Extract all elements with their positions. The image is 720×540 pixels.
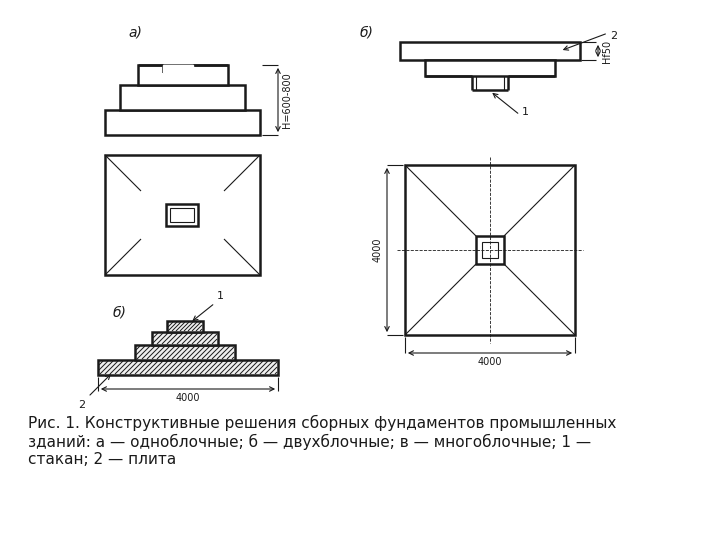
Bar xyxy=(129,179,236,251)
Text: а): а) xyxy=(128,25,142,39)
Text: 4000: 4000 xyxy=(176,393,200,403)
Bar xyxy=(433,193,547,307)
Bar xyxy=(459,219,521,281)
Bar xyxy=(105,110,260,135)
Text: 2: 2 xyxy=(78,400,85,410)
Text: 4000: 4000 xyxy=(478,357,503,367)
Bar xyxy=(152,332,218,345)
Bar xyxy=(98,360,278,375)
Bar xyxy=(135,345,235,360)
Text: 4000: 4000 xyxy=(373,238,383,262)
Bar xyxy=(400,42,580,60)
Bar xyxy=(170,208,194,222)
Bar xyxy=(425,60,555,76)
Bar xyxy=(120,85,245,110)
Bar xyxy=(447,207,533,293)
Text: 1: 1 xyxy=(217,291,224,301)
Bar xyxy=(138,65,228,85)
Bar xyxy=(166,204,198,226)
Bar xyxy=(476,236,504,264)
Text: Рис. 1. Конструктивные решения сборных фундаментов промышленных
зданий: а — одно: Рис. 1. Конструктивные решения сборных ф… xyxy=(28,415,616,467)
Bar xyxy=(482,242,498,258)
Bar xyxy=(405,165,575,335)
Text: 1: 1 xyxy=(522,107,529,117)
Text: 2: 2 xyxy=(610,31,617,41)
Text: б): б) xyxy=(360,25,374,39)
Text: Н=600-800: Н=600-800 xyxy=(282,72,292,128)
Bar xyxy=(419,179,561,321)
Bar xyxy=(141,191,224,239)
Text: б): б) xyxy=(113,305,127,319)
Text: Нf50: Нf50 xyxy=(602,39,612,63)
Bar xyxy=(167,321,203,332)
Polygon shape xyxy=(163,65,193,73)
Bar xyxy=(105,155,260,275)
Bar xyxy=(117,167,248,263)
